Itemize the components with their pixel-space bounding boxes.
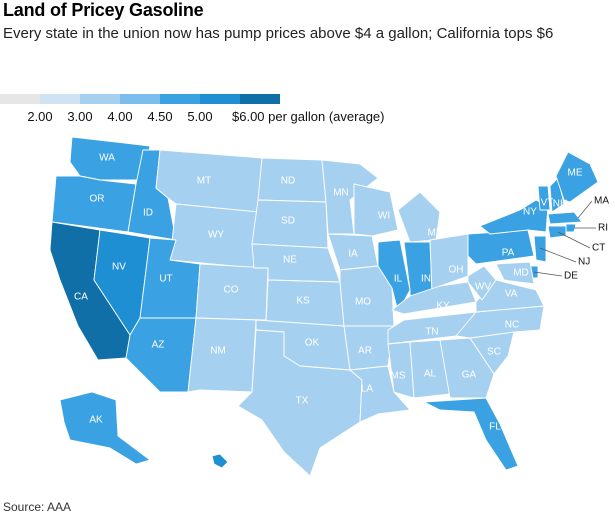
us-map: WA OR CA NV ID MT WY UT AZ CO NM ND SD NE KS OK TX MN IA MO… [0, 130, 615, 490]
callout-line-nj [539, 247, 577, 263]
callout-label-de: DE [564, 271, 578, 282]
state-label-mt: MT [197, 176, 211, 187]
state-md [495, 261, 535, 285]
legend-tick: 5.00 [187, 109, 213, 124]
state-label-mn: MN [333, 188, 349, 199]
state-label-ca: CA [74, 292, 88, 303]
legend-tick: $6.00 per gallon (average) [232, 109, 385, 124]
state-wv [467, 265, 497, 301]
state-hi [211, 453, 229, 469]
state-label-va: VA [505, 289, 518, 300]
state-vt [537, 185, 551, 211]
chart-subtitle: Every state in the union now has pump pr… [3, 25, 554, 42]
state-mi [397, 191, 441, 243]
state-label-la: LA [361, 384, 374, 395]
state-nc [455, 305, 545, 339]
state-label-oh: OH [449, 265, 464, 276]
state-la [349, 365, 411, 423]
state-label-ny: NY [523, 207, 537, 218]
state-label-sc: SC [487, 347, 501, 358]
state-label-mi: MI [427, 228, 438, 239]
state-label-mo: MO [355, 297, 371, 308]
legend-swatch [0, 94, 40, 104]
legend-swatch [40, 94, 80, 104]
state-nj [533, 235, 547, 263]
legend-swatch [200, 94, 240, 104]
callout-label-ct: CT [592, 243, 605, 254]
legend-tick: 4.50 [147, 109, 173, 124]
state-label-al: AL [424, 369, 437, 380]
legend-swatch [120, 94, 160, 104]
callout-line-ct [557, 231, 591, 249]
state-label-or: OR [90, 194, 105, 205]
state-ny [479, 199, 549, 235]
state-mn [321, 159, 379, 235]
state-wi [353, 183, 399, 237]
state-fl [423, 397, 519, 471]
state-label-ak: AK [89, 415, 103, 426]
state-tx [237, 329, 363, 477]
state-label-ok: OK [305, 338, 320, 349]
legend-swatch [240, 94, 280, 104]
state-label-pa: PA [502, 248, 515, 259]
state-label-ar: AR [358, 346, 372, 357]
callout-label-ma: MA [594, 196, 609, 207]
state-label-in: IN [421, 274, 431, 285]
state-label-ky: KY [436, 301, 450, 312]
price-legend: 2.00 3.00 4.00 4.50 5.00 $6.00 per gallo… [0, 94, 385, 130]
state-nh [549, 177, 565, 213]
state-label-co: CO [224, 285, 239, 296]
state-label-ks: KS [296, 296, 310, 307]
callout-label-nj: NJ [578, 257, 590, 268]
state-label-id: ID [143, 208, 153, 219]
callout-line-ma [577, 200, 593, 219]
state-label-tn: TN [425, 327, 438, 338]
state-label-nc: NC [505, 320, 519, 331]
state-label-md: MD [513, 268, 529, 279]
chart-title: Land of Pricey Gasoline [3, 0, 204, 20]
state-ga [439, 337, 495, 399]
state-az [125, 317, 197, 393]
state-label-wv: WV [475, 282, 491, 293]
state-label-il: IL [394, 274, 403, 285]
state-label-nv: NV [112, 262, 126, 273]
legend-swatch [80, 94, 120, 104]
state-label-vt: VT [541, 198, 554, 209]
state-me [555, 151, 599, 203]
state-label-nm: NM [210, 346, 226, 357]
state-nm [187, 317, 257, 393]
legend-swatch [160, 94, 200, 104]
state-label-fl: FL [489, 422, 501, 433]
state-label-tx: TX [296, 396, 309, 407]
state-label-wa: WA [99, 153, 115, 164]
state-label-wy: WY [208, 230, 224, 241]
state-label-ga: GA [462, 370, 477, 381]
state-ak [59, 391, 151, 465]
us-map-svg: WA OR CA NV ID MT WY UT AZ CO NM ND SD NE KS OK TX MN IA MO… [49, 136, 609, 477]
state-label-nh: NH [553, 199, 567, 210]
state-label-me: ME [568, 168, 583, 179]
callout-label-ri: RI [598, 223, 608, 234]
legend-tick: 4.00 [107, 109, 133, 124]
state-label-sd: SD [281, 216, 295, 227]
legend-tick: 2.00 [27, 109, 53, 124]
legend-tick: 3.00 [67, 109, 93, 124]
state-label-ut: UT [159, 274, 172, 285]
state-ct [547, 225, 567, 239]
state-label-ne: NE [283, 255, 297, 266]
source-note: Source: AAA [3, 500, 72, 514]
callout-line-de [533, 271, 563, 277]
state-ma [547, 211, 583, 225]
legend-color-scale [0, 94, 280, 104]
state-label-ms: MS [391, 371, 406, 382]
state-label-wi: WI [378, 211, 390, 222]
state-label-nd: ND [281, 176, 295, 187]
state-label-ia: IA [348, 249, 358, 260]
state-oh [429, 233, 469, 293]
state-label-az: AZ [152, 340, 165, 351]
